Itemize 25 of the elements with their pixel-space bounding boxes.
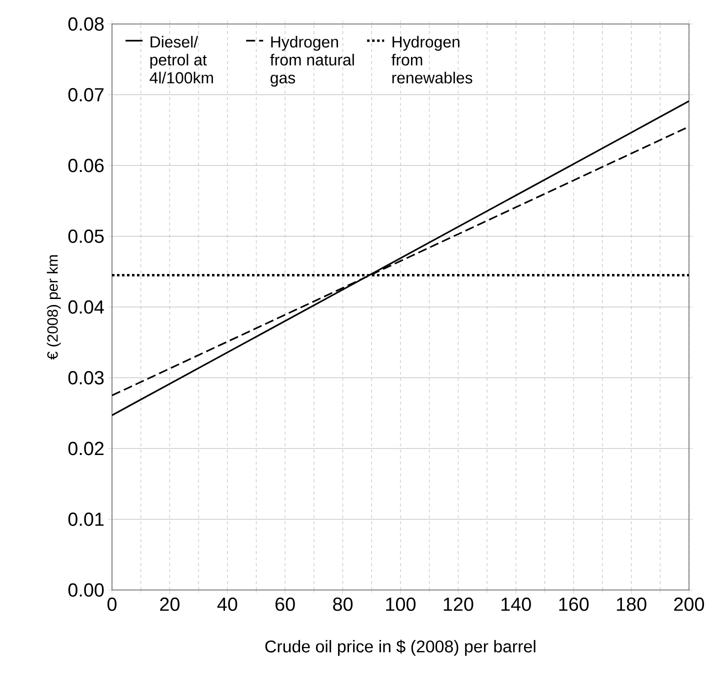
x-tick-label: 160: [559, 598, 589, 611]
x-tick-label: 0: [107, 598, 117, 611]
x-tick-label: 80: [333, 598, 353, 611]
x-tick-label: 60: [276, 598, 295, 611]
y-tick-label: 0.02: [68, 442, 104, 456]
y-axis-title: € (2008) per km: [46, 255, 61, 360]
y-tick-label: 0.04: [68, 300, 104, 314]
x-tick-label: 40: [217, 598, 238, 611]
x-tick-label: 120: [444, 598, 474, 611]
x-tick-label: 180: [616, 598, 646, 611]
legend-label: Hydrogen from renewables: [392, 36, 472, 84]
x-tick-label: 100: [386, 598, 416, 611]
x-axis-title: Crude oil price in $ (2008) per barrel: [265, 640, 536, 656]
x-tick-label: 20: [160, 598, 180, 611]
y-tick-label: 0.01: [68, 512, 104, 526]
y-tick-label: 0.05: [68, 230, 104, 243]
y-tick-label: 0.07: [68, 88, 104, 102]
x-tick-label: 200: [674, 598, 704, 611]
y-tick-label: 0.08: [68, 17, 104, 31]
y-tick-label: 0.06: [68, 158, 104, 172]
y-tick-label: 0.03: [68, 371, 104, 384]
legend-label: Hydrogen from natural gas: [270, 36, 354, 87]
legend-label: Diesel/ petrol at 4l/100km: [150, 36, 213, 84]
y-tick-label: 0.00: [68, 583, 104, 597]
x-tick-label: 140: [502, 598, 531, 611]
